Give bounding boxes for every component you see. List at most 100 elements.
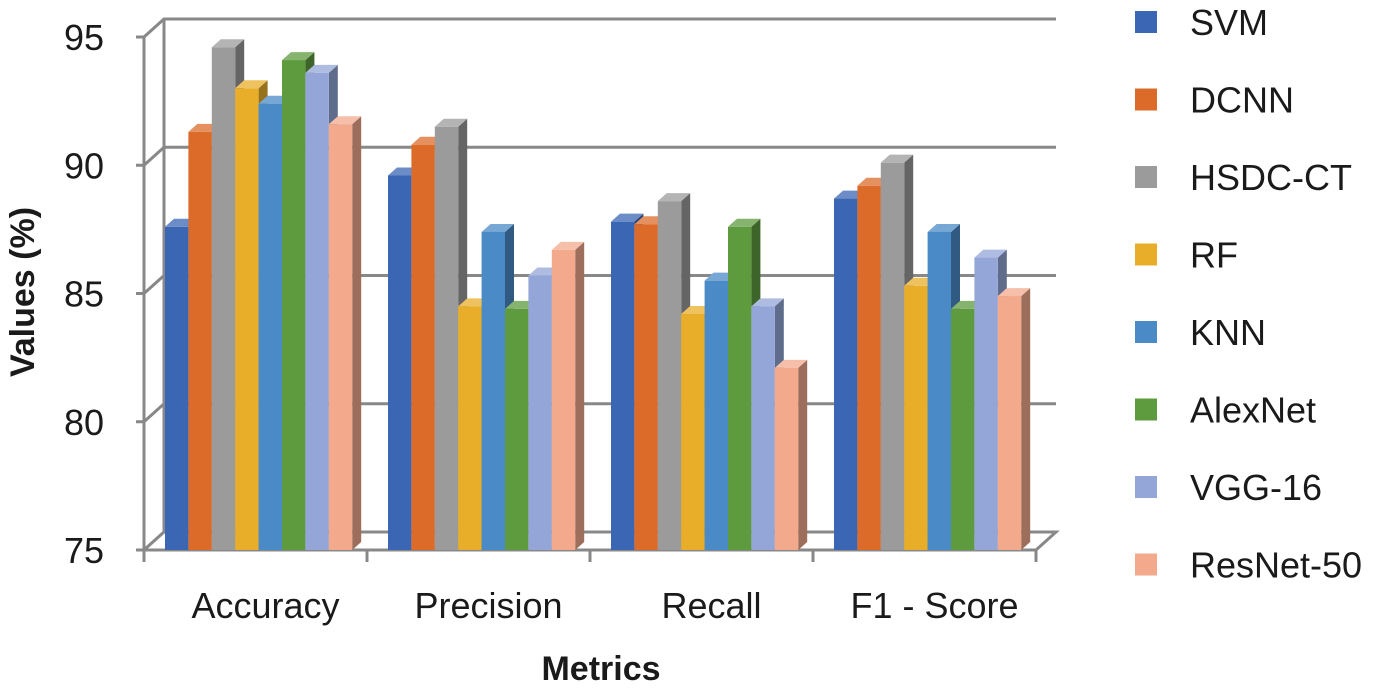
legend: SVM DCNN HSDC-CT RF KNN AlexNet VGG-16 ResNet-5… [1135,2,1362,586]
bar-ResNet-50-Precision [551,241,585,550]
bar-top [434,118,468,127]
bar-top [211,39,245,48]
legend-item-VGG-16: VGG-16 [1135,467,1322,508]
legend-label: KNN [1190,312,1266,353]
legend-label: RF [1190,235,1238,276]
bar-front [235,88,259,551]
x-tick-label: Precision [414,585,562,626]
legend-item-AlexNet: AlexNet [1135,390,1316,431]
bar-ResNet-50-F1 - Score [997,288,1031,550]
legend-label: AlexNet [1190,390,1316,431]
bar-top [328,116,362,125]
bar-front [681,314,705,550]
bar-side [575,241,585,550]
bar-front [305,72,329,550]
legend-swatch [1135,243,1157,266]
bar-top [657,193,691,202]
legend-item-DCNN: DCNN [1135,80,1294,121]
bar-front [774,367,799,550]
bar-front [211,47,236,550]
bar-front [997,296,1022,550]
bar-top [235,80,268,89]
bar-front [388,175,412,550]
legend-swatch [1135,88,1157,111]
legend-label: HSDC-CT [1190,157,1352,198]
y-tick-label: 85 [64,274,104,315]
bar-front [328,124,353,551]
y-tick-label: 75 [64,530,104,571]
bar-front [165,226,189,550]
bar-front [657,201,682,550]
legend-swatch [1135,166,1157,188]
bar-top [728,218,761,227]
bar-front [880,162,905,550]
bar-side [798,359,808,550]
legend-item-RF: RF [1135,235,1238,276]
bar-top [880,154,914,163]
legend-label: ResNet-50 [1190,545,1362,586]
y-tick-label: 80 [64,402,104,443]
bar-front [704,280,728,550]
legend-label: SVM [1190,2,1268,43]
bar-top [997,288,1031,297]
bar-front [951,308,975,550]
bar-front [751,306,775,550]
y-axis-ticks: 75 80 85 90 95 [64,17,144,571]
gridline-90 [142,145,1056,167]
bar-front [505,308,529,550]
bar-top [611,213,644,222]
y-tick-label: 90 [64,145,104,186]
x-axis-title: Metrics [541,650,660,688]
bar-front [411,144,435,551]
y-tick-label: 95 [64,17,104,58]
bar-top [481,223,514,232]
legend-swatch [1135,476,1157,498]
bar-front [458,306,482,550]
bar-front [974,257,998,550]
bar-top [305,64,338,73]
bar-top [774,359,808,368]
legend-item-KNN: KNN [1135,312,1266,353]
bars [165,39,1031,551]
bar-front [528,275,552,550]
legend-item-HSDC-CT: HSDC-CT [1135,157,1352,198]
bar-side [1021,288,1031,550]
gridline-95 [142,17,1056,39]
bar-front [282,60,306,551]
bar-top [974,249,1007,258]
legend-label: VGG-16 [1190,467,1322,508]
legend-swatch [1135,321,1157,343]
x-tick-label: F1 - Score [850,585,1018,626]
bar-front [481,231,505,550]
legend-item-SVM: SVM [1135,2,1268,43]
bar-top [551,241,585,250]
bar-top [751,298,784,307]
legend-label: DCNN [1190,80,1294,121]
bar-top [927,223,960,232]
bar-front [188,131,212,550]
bar-front [834,198,858,550]
x-axis-ticks: Accuracy Precision Recall F1 - Score [142,550,1038,626]
bar-front [258,103,282,550]
bar-front [611,221,635,550]
legend-swatch [1135,11,1157,33]
bar-ResNet-50-Accuracy [328,116,362,551]
bar-side [352,116,362,551]
bar-front [927,231,951,550]
legend-swatch [1135,398,1157,421]
bar-top [282,52,315,61]
x-tick-label: Accuracy [191,585,339,626]
bar-front [857,185,881,550]
y-axis-title: Values (%) [4,207,42,377]
bar-front [434,126,459,551]
x-tick-label: Recall [661,585,761,626]
bar-ResNet-50-Recall [774,359,808,550]
bar-front [728,226,752,550]
bar-front [904,285,928,550]
legend-swatch [1135,553,1157,576]
bar-front [634,224,658,550]
legend-item-ResNet-50: ResNet-50 [1135,545,1362,586]
bar-front [551,249,576,550]
